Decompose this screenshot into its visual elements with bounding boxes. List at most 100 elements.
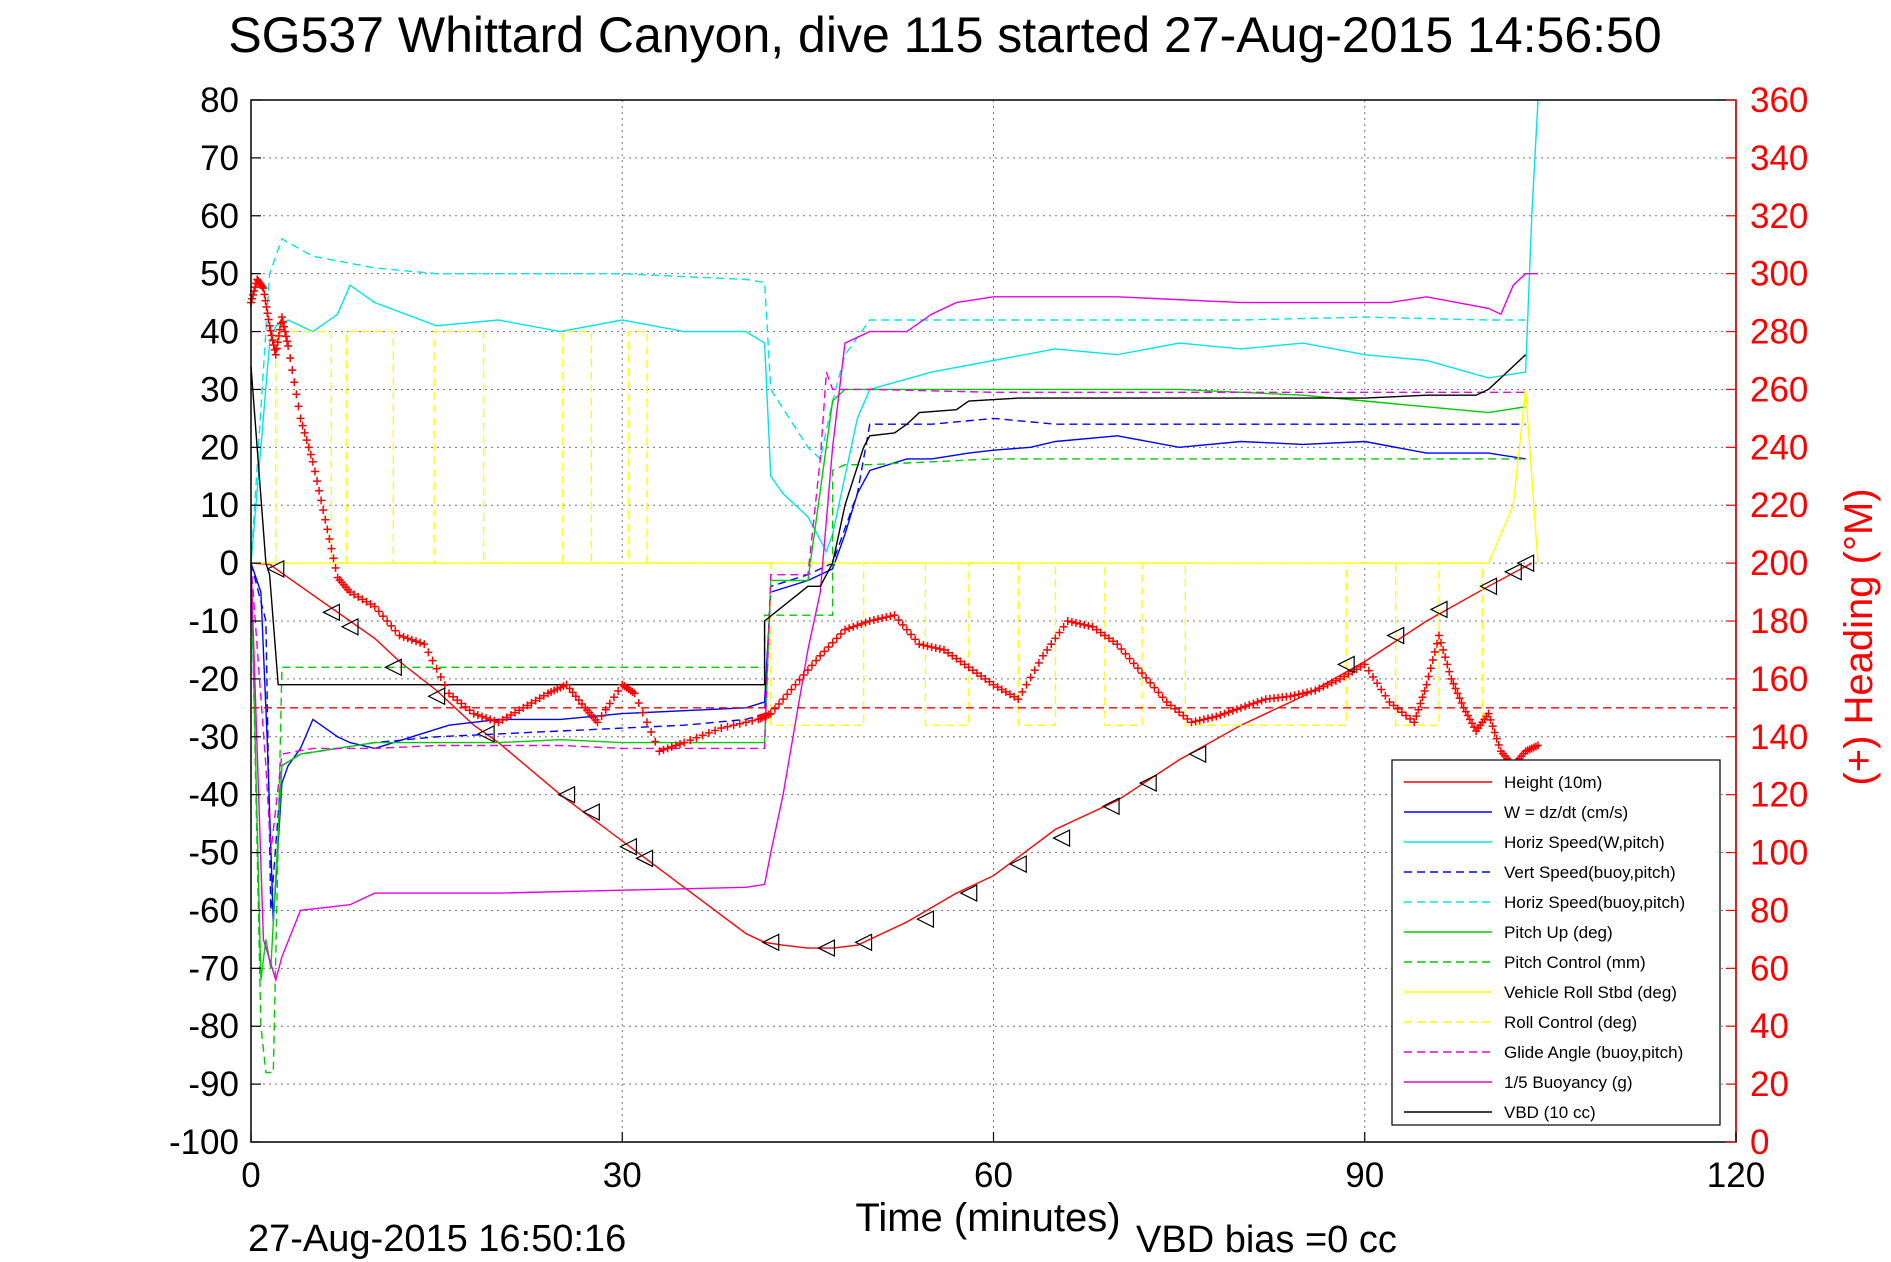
- heading-marker: [1105, 634, 1113, 643]
- heading-marker: [1422, 680, 1431, 689]
- heading-marker: [366, 600, 375, 609]
- heading-marker: [841, 625, 849, 634]
- heading-marker: [960, 660, 969, 669]
- heading-marker: [1191, 717, 1200, 726]
- x-tick-label: 60: [974, 1156, 1013, 1195]
- heading-marker: [704, 728, 713, 737]
- heading-marker: [1204, 714, 1212, 723]
- heading-marker: [362, 597, 371, 606]
- waypoint-marker: [557, 785, 576, 804]
- heading-marker: [278, 317, 287, 326]
- heading-marker: [498, 715, 507, 724]
- y2-tick-label: 240: [1750, 428, 1808, 467]
- waypoint-marker: [1008, 855, 1027, 874]
- heading-marker: [593, 718, 602, 727]
- heading-marker: [1195, 716, 1204, 725]
- series-horiz-speed-buoy-pitch: [250, 237, 1526, 564]
- waypoint-marker: [266, 559, 285, 578]
- heading-marker: [1199, 715, 1208, 724]
- heading-marker: [1457, 699, 1466, 708]
- heading-marker: [519, 703, 528, 712]
- heading-marker: [1381, 691, 1390, 700]
- heading-marker: [973, 669, 981, 678]
- heading-marker: [274, 331, 283, 340]
- heading-marker: [515, 706, 524, 715]
- waypoint-marker: [1101, 797, 1120, 816]
- heading-marker: [1228, 706, 1237, 715]
- heading-marker: [1414, 705, 1423, 714]
- heading-marker: [643, 718, 651, 727]
- heading-marker: [985, 677, 994, 686]
- y-tick-label: -90: [188, 1065, 239, 1104]
- waypoint-marker: [1188, 745, 1207, 764]
- heading-marker: [849, 622, 858, 631]
- heading-marker: [1315, 684, 1324, 693]
- heading-marker: [1373, 679, 1382, 688]
- y2-tick-label: 200: [1750, 544, 1808, 583]
- heading-marker: [354, 592, 363, 601]
- heading-marker: [1439, 645, 1448, 654]
- heading-marker: [292, 390, 301, 399]
- heading-marker: [791, 680, 800, 689]
- heading-marker: [281, 327, 290, 336]
- heading-marker: [350, 590, 359, 599]
- legend-label: Roll Control (deg): [1504, 1013, 1637, 1032]
- heading-marker: [420, 640, 429, 649]
- legend-label: Height (10m): [1504, 773, 1602, 792]
- heading-marker: [506, 711, 515, 720]
- series-1-5-buoyancy-g: [250, 273, 1538, 983]
- heading-marker: [1117, 644, 1126, 653]
- heading-marker: [379, 612, 387, 621]
- heading-marker: [1129, 659, 1138, 668]
- heading-marker: [878, 614, 887, 623]
- heading-marker: [280, 322, 288, 331]
- heading-marker: [1154, 688, 1163, 697]
- heading-marker: [1216, 711, 1225, 720]
- heading-marker: [865, 617, 874, 625]
- heading-marker: [997, 685, 1006, 694]
- heading-marker: [284, 342, 293, 351]
- waypoint-marker: [1138, 774, 1157, 793]
- right-axis-label: (+) Heading (°M): [1837, 488, 1881, 785]
- heading-marker: [989, 680, 998, 689]
- heading-marker: [1356, 662, 1365, 671]
- heading-marker: [1416, 699, 1425, 708]
- heading-marker: [803, 666, 812, 675]
- heading-marker: [288, 366, 297, 375]
- waypoint-marker: [1052, 829, 1071, 848]
- heading-marker: [1410, 718, 1419, 727]
- legend-label: VBD (10 cc): [1504, 1103, 1596, 1122]
- legend-label: Pitch Up (deg): [1504, 923, 1613, 942]
- heading-marker: [275, 325, 284, 334]
- heading-marker: [1224, 708, 1233, 717]
- heading-marker: [1441, 653, 1450, 662]
- y2-tick-label: 120: [1750, 776, 1808, 815]
- heading-marker: [1166, 701, 1175, 710]
- chart-title: SG537 Whittard Canyon, dive 115 started …: [228, 7, 1661, 63]
- heading-marker: [473, 711, 482, 720]
- series-horiz-speed-w-pitch: [250, 99, 1539, 564]
- heading-marker: [395, 631, 404, 640]
- heading-marker: [1113, 640, 1122, 649]
- heading-marker: [391, 626, 400, 635]
- heading-marker: [886, 612, 895, 621]
- heading-marker: [686, 736, 695, 745]
- heading-marker: [799, 671, 808, 680]
- heading-marker: [321, 515, 330, 524]
- heading-marker: [1241, 702, 1250, 711]
- heading-marker: [1055, 628, 1064, 637]
- y2-tick-label: 220: [1750, 486, 1808, 525]
- heading-marker: [1451, 684, 1460, 693]
- series-pitch-control-mm: [250, 458, 1526, 1074]
- heading-marker: [1534, 741, 1542, 750]
- heading-marker: [403, 634, 412, 643]
- heading-marker: [698, 731, 707, 740]
- heading-marker: [775, 699, 783, 708]
- heading-marker: [812, 656, 821, 665]
- heading-marker: [1432, 639, 1441, 648]
- heading-marker: [711, 726, 720, 735]
- heading-marker: [717, 724, 726, 733]
- waypoint-marker: [959, 884, 978, 903]
- waypoint-marker: [1336, 655, 1355, 674]
- x-tick-label: 0: [241, 1156, 260, 1195]
